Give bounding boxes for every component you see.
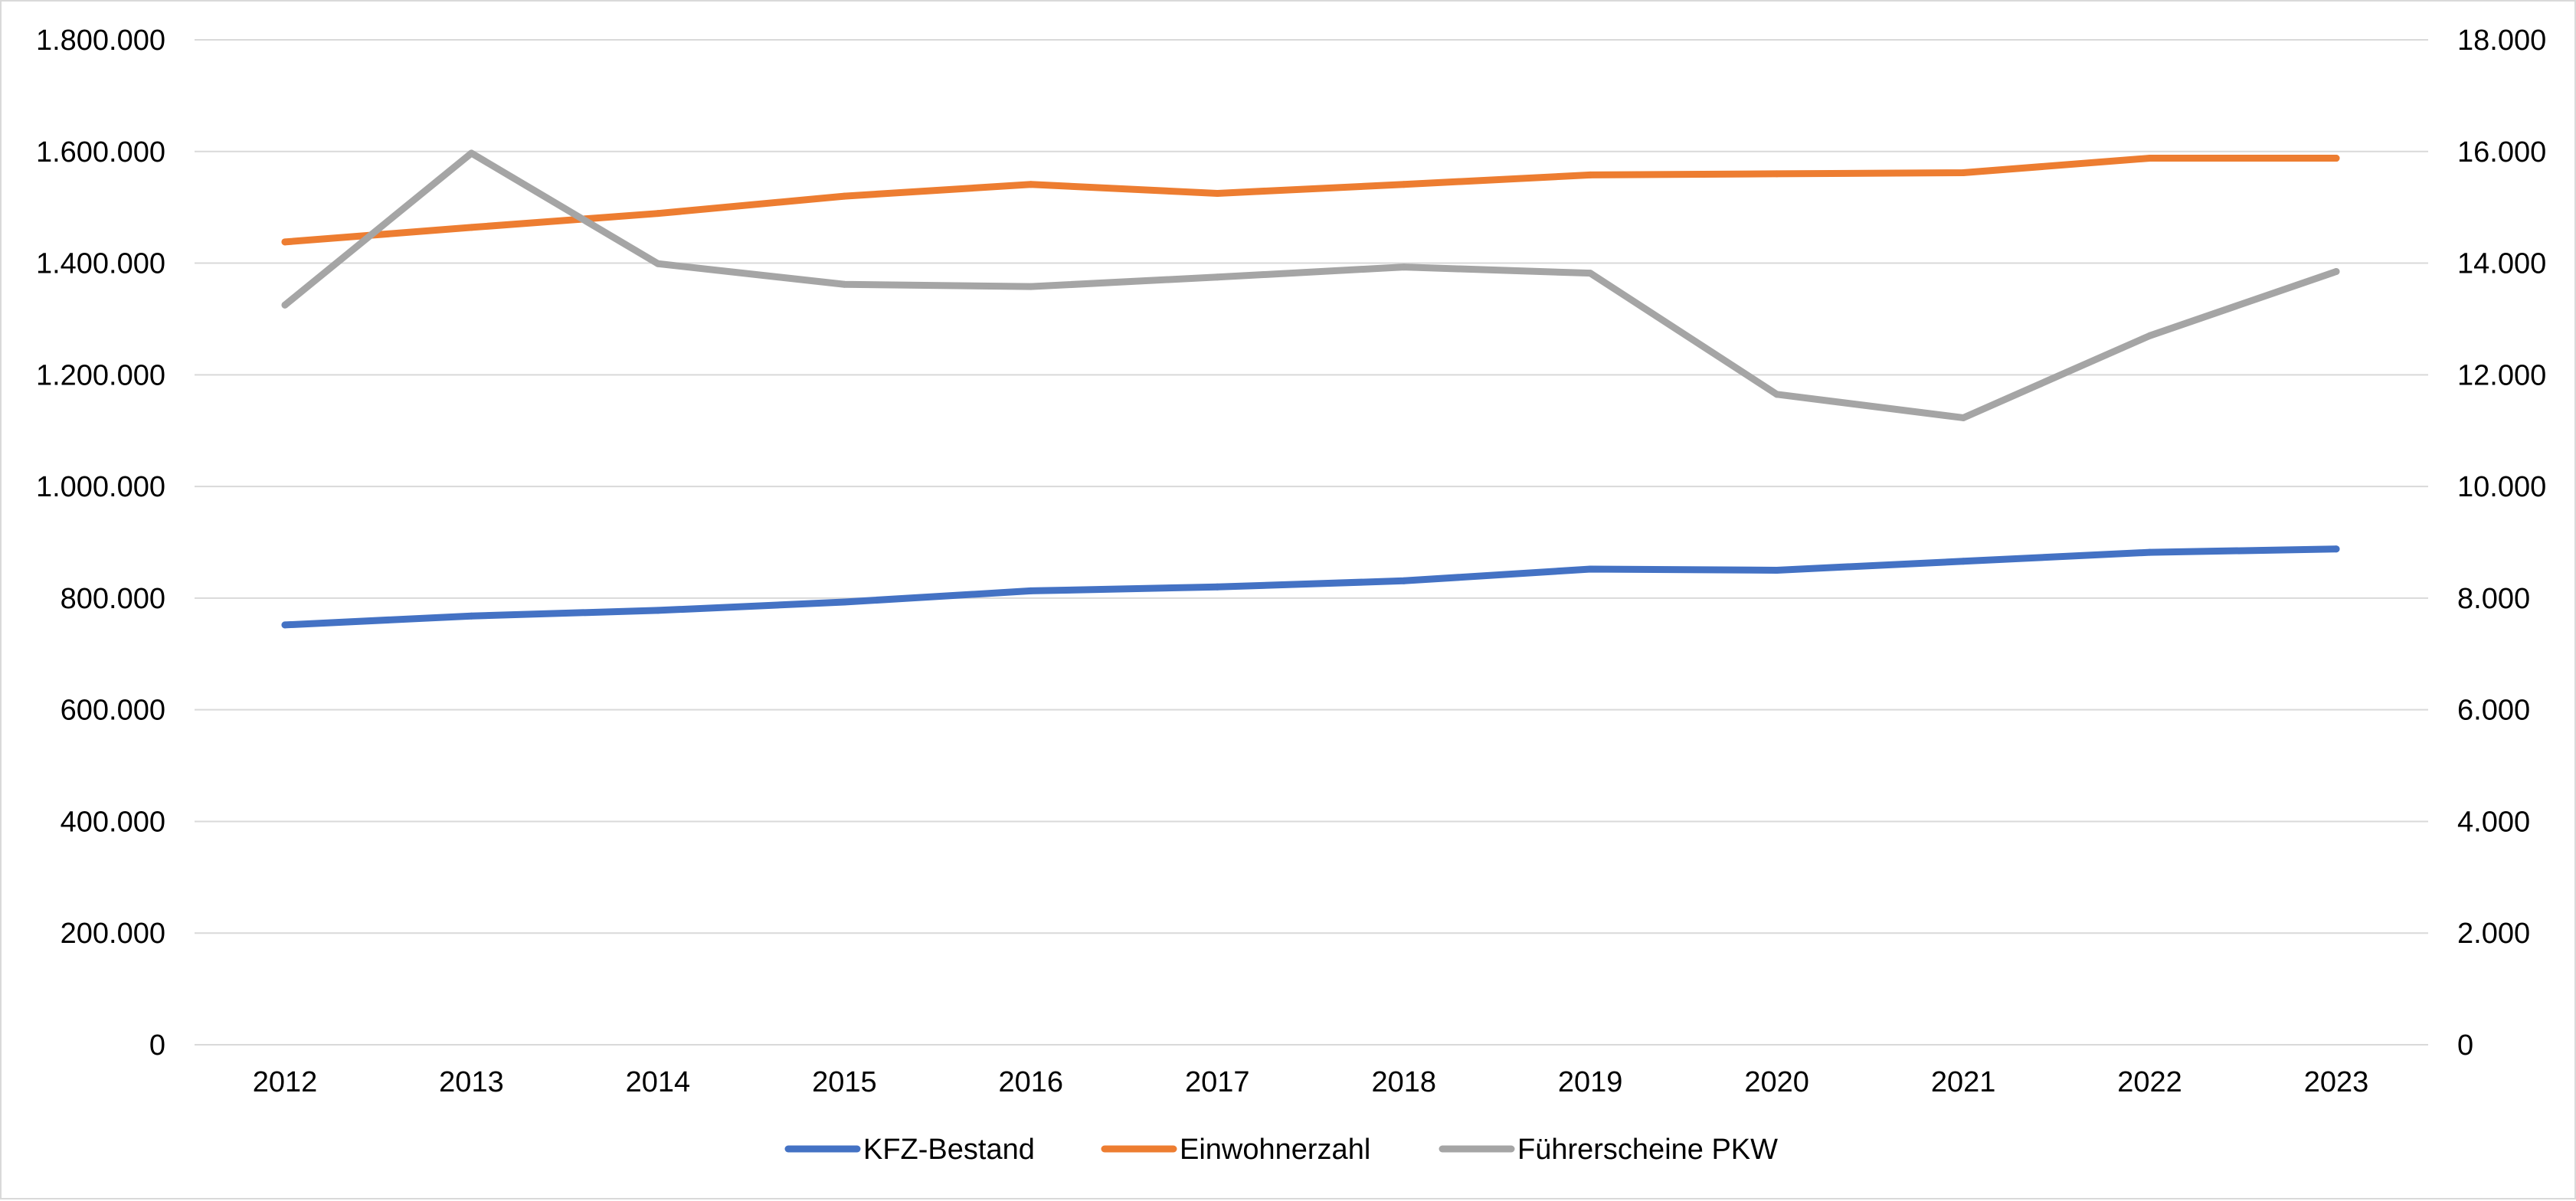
data-point xyxy=(1959,169,1967,176)
data-point xyxy=(840,280,848,288)
x-tick-label: 2016 xyxy=(999,1066,1064,1098)
data-point xyxy=(1213,583,1221,591)
data-point xyxy=(467,224,475,231)
y2-tick-label: 6.000 xyxy=(2457,695,2530,727)
x-tick-label: 2023 xyxy=(2304,1066,2369,1098)
data-point xyxy=(1027,587,1035,594)
x-tick-label: 2012 xyxy=(253,1066,318,1098)
data-point xyxy=(1027,283,1035,290)
x-axis: 2012 2013 2014 2015 2016 2017 2018 2019 2020 2021… xyxy=(253,1066,2369,1098)
series-line-3 xyxy=(281,149,2340,421)
data-point xyxy=(467,149,475,157)
y2-tick-label: 10.000 xyxy=(2457,471,2546,503)
y2-tick-label: 2.000 xyxy=(2457,918,2530,950)
y2-tick-label: 4.000 xyxy=(2457,806,2530,838)
data-point xyxy=(1773,391,1781,398)
data-point xyxy=(2146,155,2154,162)
y-tick-label: 400.000 xyxy=(61,806,165,838)
y-tick-label: 600.000 xyxy=(61,695,165,727)
data-point xyxy=(1400,181,1408,188)
data-point xyxy=(1213,273,1221,281)
data-point xyxy=(1586,171,1594,178)
y-tick-label: 200.000 xyxy=(61,918,165,950)
left-y-axis: 0 200.000 400.000 600.000 800.000 1.000.000 1.… xyxy=(36,25,165,1062)
y-tick-label: 1.600.000 xyxy=(36,136,165,169)
y-tick-label: 1.400.000 xyxy=(36,248,165,280)
data-point xyxy=(2146,548,2154,556)
data-point xyxy=(1400,577,1408,584)
series-line-2 xyxy=(281,155,2340,246)
x-tick-label: 2014 xyxy=(626,1066,691,1098)
x-tick-label: 2018 xyxy=(1371,1066,1436,1098)
data-point xyxy=(2332,545,2340,553)
data-point xyxy=(1959,558,1967,565)
legend-label: Einwohnerzahl xyxy=(1180,1134,1370,1166)
data-point xyxy=(1027,181,1035,188)
x-tick-label: 2020 xyxy=(1744,1066,1809,1098)
gridlines xyxy=(195,39,2428,1046)
data-point xyxy=(281,621,289,629)
x-tick-label: 2019 xyxy=(1558,1066,1623,1098)
x-tick-label: 2021 xyxy=(1931,1066,1996,1098)
data-point xyxy=(654,607,662,614)
data-point xyxy=(654,210,662,218)
right-y-axis: 0 2.000 4.000 6.000 8.000 10.000 12.000 14.000 1… xyxy=(2457,25,2546,1062)
legend: KFZ-Bestand Einwohnerzahl Führerscheine PK… xyxy=(784,1134,1778,1166)
legend-label: KFZ-Bestand xyxy=(863,1134,1035,1166)
y2-tick-label: 14.000 xyxy=(2457,248,2546,280)
x-tick-label: 2013 xyxy=(439,1066,504,1098)
x-tick-label: 2015 xyxy=(812,1066,877,1098)
y-tick-label: 1.000.000 xyxy=(36,471,165,503)
data-point xyxy=(654,260,662,267)
y2-tick-label: 18.000 xyxy=(2457,25,2546,57)
data-point xyxy=(840,192,848,200)
data-point xyxy=(2332,267,2340,275)
y2-tick-label: 0 xyxy=(2457,1029,2473,1062)
series-lines xyxy=(281,149,2340,629)
y-tick-label: 800.000 xyxy=(61,583,165,615)
data-point xyxy=(467,612,475,620)
data-point xyxy=(1586,565,1594,573)
x-tick-label: 2017 xyxy=(1185,1066,1250,1098)
data-point xyxy=(281,238,289,246)
legend-label: Führerscheine PKW xyxy=(1517,1134,1778,1166)
data-point xyxy=(840,598,848,606)
data-point xyxy=(1773,170,1781,178)
data-point xyxy=(1400,263,1408,271)
y2-tick-label: 8.000 xyxy=(2457,583,2530,615)
x-tick-label: 2022 xyxy=(2117,1066,2182,1098)
data-point xyxy=(281,301,289,309)
data-point xyxy=(1586,270,1594,277)
y2-tick-label: 12.000 xyxy=(2457,359,2546,391)
y-tick-label: 1.200.000 xyxy=(36,359,165,391)
y-tick-label: 0 xyxy=(149,1029,165,1062)
data-point xyxy=(1213,189,1221,197)
y-tick-label: 1.800.000 xyxy=(36,25,165,57)
data-point xyxy=(2332,155,2340,162)
series-line-1 xyxy=(281,545,2340,629)
y2-tick-label: 16.000 xyxy=(2457,136,2546,169)
data-point xyxy=(1959,414,1967,421)
data-point xyxy=(1773,566,1781,574)
data-point xyxy=(2146,332,2154,339)
